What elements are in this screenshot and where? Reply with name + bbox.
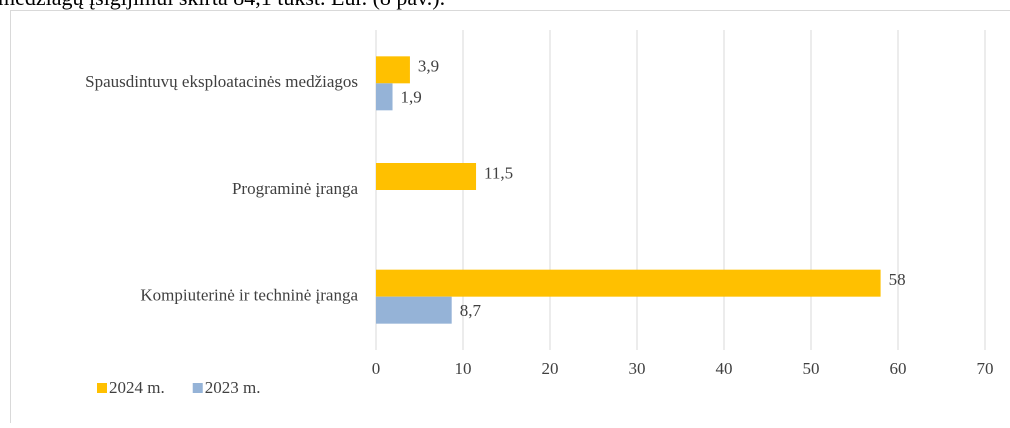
value-label: 8,7	[460, 301, 482, 320]
x-tick-label: 40	[716, 359, 733, 378]
x-tick-label: 10	[455, 359, 472, 378]
x-tick-label: 30	[629, 359, 646, 378]
legend-swatch	[97, 383, 107, 393]
bar	[376, 297, 452, 324]
value-label: 1,9	[401, 88, 422, 107]
legend-label: 2024 m.	[109, 378, 165, 397]
header-text: medžiagų įsigijimui skirta 84,1 tūkst. E…	[0, 0, 445, 10]
bar	[376, 163, 476, 190]
bar	[376, 270, 881, 297]
bar	[376, 56, 410, 83]
x-tick-label: 70	[977, 359, 994, 378]
x-tick-label: 60	[890, 359, 907, 378]
x-tick-label: 20	[542, 359, 559, 378]
x-tick-label: 50	[803, 359, 820, 378]
value-label: 58	[889, 270, 906, 289]
value-label: 11,5	[484, 163, 513, 182]
x-tick-label: 0	[372, 359, 381, 378]
value-label: 3,9	[418, 57, 439, 76]
y-tick-label: Programinė įranga	[232, 179, 358, 198]
bar	[376, 83, 393, 110]
legend-label: 2023 m.	[205, 378, 261, 397]
y-tick-label: Spausdintuvų eksploatacinės medžiagos	[85, 72, 358, 91]
y-tick-label: Kompiuterinė ir techninė įranga	[140, 286, 358, 305]
legend-swatch	[193, 383, 203, 393]
